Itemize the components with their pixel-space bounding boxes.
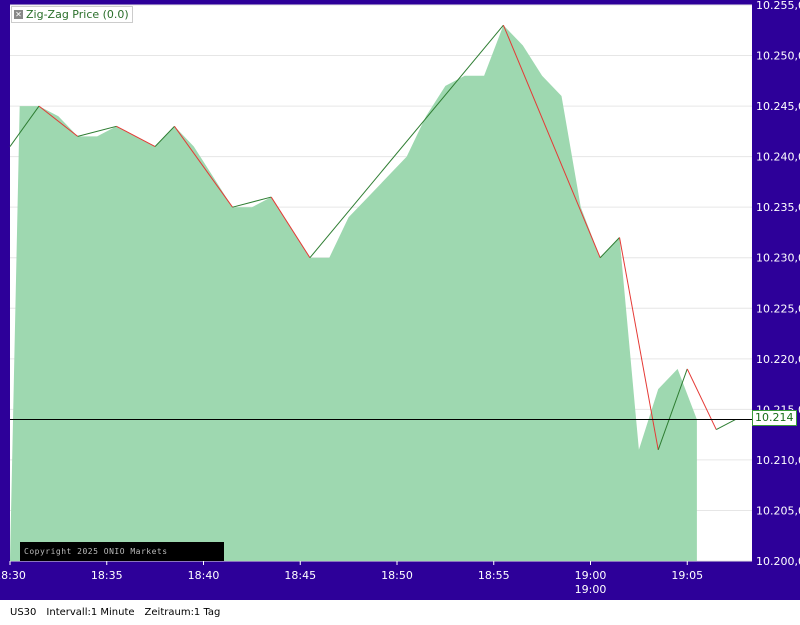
period-label: Zeitraum:1 Tag xyxy=(144,607,221,618)
x-tick-label: 18:55 xyxy=(478,569,510,582)
zigzag-segment xyxy=(599,237,620,259)
x-tick-label: 18:50 xyxy=(381,569,413,582)
watermark: Copyright 2025 ONIO Markets xyxy=(20,542,224,561)
interval-label: Intervall:1 Minute xyxy=(46,607,135,618)
y-tick-label: 10.230,0 xyxy=(756,252,800,265)
zigzag-segment xyxy=(619,237,659,450)
footer-bar: US30 Intervall:1 Minute Zeitraum:1 Tag xyxy=(0,600,800,625)
y-tick-label: 10.200,0 xyxy=(756,555,800,568)
zigzag-segment xyxy=(9,105,40,147)
x-axis: 18:30 18:35 18:40 18:45 18:50 18:55 19:0019:00… xyxy=(0,561,703,596)
y-tick-label: 10.250,0 xyxy=(756,50,800,63)
legend-label: Zig-Zag Price (0.0) xyxy=(26,8,129,21)
zigzag-segment xyxy=(116,125,156,147)
y-tick-label: 10.255,0 xyxy=(756,0,800,12)
symbol-label: US30 xyxy=(10,607,37,618)
zigzag-segment xyxy=(502,25,601,258)
x-tick-sublabel: 19:00 xyxy=(575,583,607,596)
zigzag-segment xyxy=(657,368,688,450)
zigzag-segment xyxy=(270,196,311,258)
x-tick-label: 18:35 xyxy=(91,569,123,582)
y-tick-label: 10.210,0 xyxy=(756,454,800,467)
legend[interactable]: ✕ Zig-Zag Price (0.0) xyxy=(11,6,133,23)
y-tick-label: 10.240,0 xyxy=(756,151,800,164)
zigzag-segment xyxy=(716,419,736,431)
x-tick-label: 18:40 xyxy=(188,569,220,582)
zigzag-segment xyxy=(232,196,272,208)
y-tick-label: 10.220,0 xyxy=(756,353,800,366)
zigzag-segment xyxy=(174,126,233,208)
zigzag-segment xyxy=(38,105,79,137)
x-tick-label: 19:00 xyxy=(575,569,607,582)
zigzag-segment xyxy=(77,125,117,137)
close-icon[interactable]: ✕ xyxy=(14,10,23,19)
y-tick-label: 10.225,0 xyxy=(756,302,800,315)
zigzag-segment xyxy=(154,125,175,147)
y-axis: 10.200,010.205,010.210,010.215,010.220,0… xyxy=(756,0,800,568)
current-price-label: 10.214 xyxy=(752,410,797,426)
x-tick-label: 19:05 xyxy=(671,569,703,582)
y-tick-label: 10.245,0 xyxy=(756,100,800,113)
y-tick-label: 10.235,0 xyxy=(756,201,800,214)
x-tick-label: 18:30 xyxy=(0,569,26,582)
y-tick-label: 10.205,0 xyxy=(756,504,800,517)
zigzag-segment xyxy=(309,24,504,259)
price-area xyxy=(10,25,697,561)
x-tick-label: 18:45 xyxy=(284,569,316,582)
